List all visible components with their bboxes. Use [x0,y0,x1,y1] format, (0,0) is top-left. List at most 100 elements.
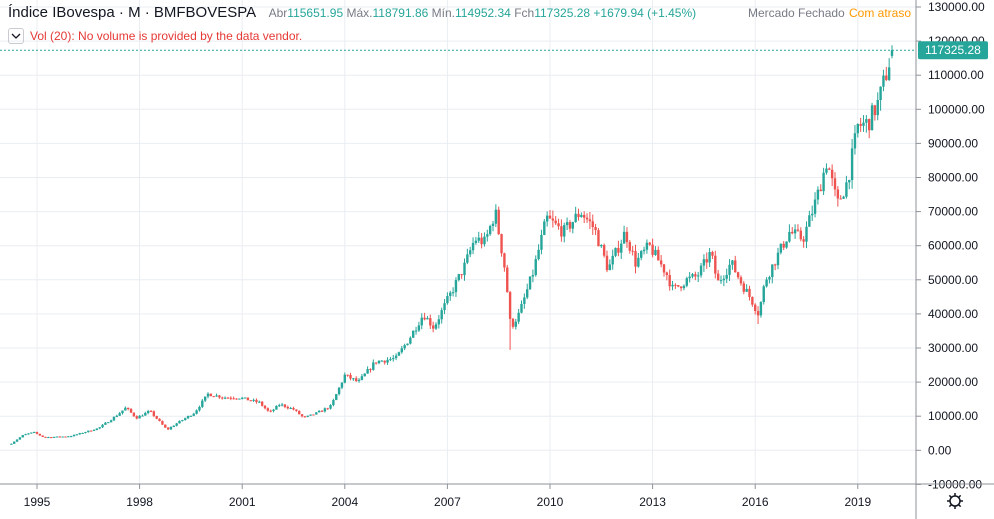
candle[interactable] [258,400,261,404]
candle[interactable] [714,250,717,279]
candle[interactable] [520,300,523,314]
candle[interactable] [648,241,651,246]
candle[interactable] [61,436,64,438]
candle[interactable] [736,271,740,280]
candle[interactable] [232,396,235,400]
candle[interactable] [640,249,643,261]
candle[interactable] [161,420,164,425]
candle[interactable] [870,102,874,131]
candle[interactable] [283,404,287,409]
candle[interactable] [343,372,346,384]
candle[interactable] [132,412,136,417]
candle[interactable] [306,415,309,418]
candle[interactable] [480,233,483,249]
candle[interactable] [275,405,278,410]
candle[interactable] [289,406,292,410]
candle[interactable] [141,414,144,417]
candle[interactable] [118,411,121,416]
candle[interactable] [449,290,452,301]
candle[interactable] [477,231,480,243]
candle[interactable] [252,398,255,403]
candle[interactable] [642,246,646,255]
candle[interactable] [850,139,854,189]
candle[interactable] [201,399,204,409]
candle[interactable] [181,419,184,422]
candle[interactable] [357,377,361,383]
candle[interactable] [811,205,814,221]
candle[interactable] [822,167,825,196]
candle[interactable] [44,436,47,438]
candle[interactable] [312,414,315,416]
candle[interactable] [591,214,594,235]
candle[interactable] [320,410,324,412]
candle[interactable] [420,313,423,330]
candle[interactable] [537,244,540,261]
candle[interactable] [377,360,381,365]
candle[interactable] [98,427,101,430]
candle[interactable] [87,430,90,433]
candle[interactable] [483,232,486,247]
candle[interactable] [631,245,634,256]
candle[interactable] [853,125,857,155]
candle[interactable] [437,315,441,329]
candle[interactable] [124,406,127,411]
candle[interactable] [813,192,817,218]
candle[interactable] [557,218,560,230]
candle[interactable] [263,404,267,410]
candle[interactable] [694,271,697,281]
candle[interactable] [657,246,660,261]
candle[interactable] [374,362,378,365]
candle[interactable] [748,285,751,301]
candle[interactable] [138,415,141,419]
candle[interactable] [278,403,281,408]
candle[interactable] [799,227,802,242]
candle[interactable] [300,413,304,418]
candle[interactable] [386,357,389,365]
candle[interactable] [779,243,783,255]
candle[interactable] [756,306,760,324]
candle[interactable] [708,247,711,268]
candle[interactable] [645,239,649,254]
candle[interactable] [839,195,842,200]
candle[interactable] [360,374,364,381]
candle[interactable] [417,321,421,332]
candle[interactable] [451,287,455,297]
candle[interactable] [602,243,606,258]
candle[interactable] [466,248,469,265]
candle[interactable] [702,254,706,272]
candle[interactable] [543,219,546,236]
candle[interactable] [605,250,609,273]
candle[interactable] [819,184,822,192]
candle[interactable] [35,431,39,435]
candle[interactable] [588,212,592,230]
candle[interactable] [394,353,398,361]
candle[interactable] [58,436,61,438]
candle[interactable] [651,238,654,258]
candle[interactable] [637,252,640,268]
candle[interactable] [859,117,862,132]
candle[interactable] [329,404,332,410]
candle[interactable] [534,255,537,277]
candle[interactable] [24,433,27,436]
candle[interactable] [836,186,840,207]
candle[interactable] [292,406,295,411]
candle[interactable] [392,354,395,362]
candle[interactable] [671,280,674,291]
candle[interactable] [135,415,138,420]
candle[interactable] [471,237,475,255]
candle[interactable] [175,422,178,427]
candle[interactable] [30,432,33,434]
candle[interactable] [469,246,472,258]
candle[interactable] [620,239,623,259]
candle[interactable] [583,211,586,224]
candle[interactable] [189,415,193,417]
candle[interactable] [500,233,503,257]
candle[interactable] [206,392,210,399]
candle[interactable] [577,208,580,221]
candle[interactable] [679,286,683,292]
symbol-title[interactable]: Índice IBovespa · M · BMFBOVESPA [8,4,257,21]
candle[interactable] [887,58,891,82]
candle[interactable] [788,224,791,243]
candle[interactable] [585,213,589,223]
candle[interactable] [563,222,566,243]
